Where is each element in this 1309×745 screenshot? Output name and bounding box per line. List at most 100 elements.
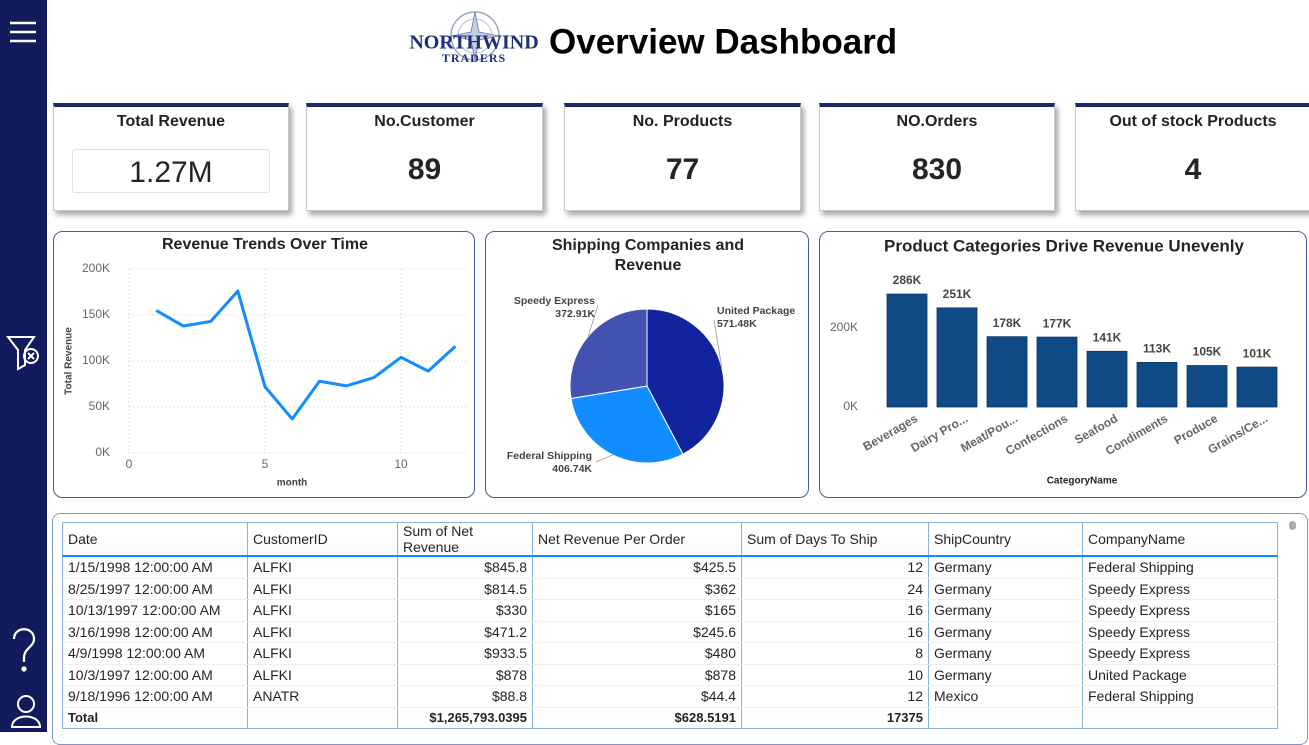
column-header: Date [62,522,248,557]
table-cell: 24 [741,578,929,600]
table-cell: 12 [741,556,929,579]
table-row: 9/18/1996 12:00:00 AM ANATR $88.8 $44.4 12 Me… [62,685,1278,708]
table-cell: 8 [741,642,929,665]
table-cell: Speedy Express [1082,599,1278,622]
table-total-row: Total $1,265,793.0395 $628.5191 17375 [62,706,1278,729]
table-cell: United Package [1082,664,1278,686]
line-chart-panel [53,231,475,498]
menu-icon[interactable] [10,21,36,43]
column-header: ShipCountry [928,522,1083,557]
total-cell: $1,265,793.0395 [397,706,533,729]
bar-value-label: 286K [893,273,922,287]
y-tick-label: 200K [830,320,858,334]
table-cell: ALFKI [247,642,398,665]
x-axis-title: CategoryName [1047,476,1118,487]
data-table: Date CustomerID Sum of Net Revenue Net Reve… [62,522,1278,729]
table-cell: $814.5 [397,578,533,600]
table-cell: 12 [741,685,929,708]
x-tick-label: 10 [394,457,408,471]
table-cell: ALFKI [247,578,398,600]
pie-label: Speedy Express [514,295,595,307]
total-cell: 17375 [741,706,929,729]
logo-name: NORTHWIND [409,32,538,54]
bar [1036,336,1078,408]
leader-line [713,319,723,368]
bar-value-label: 101K [1243,346,1272,360]
kpi-label: No. Products [632,113,733,130]
pie-label: United Package [717,305,795,317]
kpi-label: Total Revenue [116,113,226,130]
table-cell: ALFKI [247,621,398,643]
kpi-card: NO.Orders 830 [819,103,1055,211]
bar [886,293,928,408]
pie-value-label: 571.48K [717,318,757,330]
table-cell: Speedy Express [1082,621,1278,643]
table-cell: Speedy Express [1082,578,1278,600]
bar [936,307,978,408]
kpi-label: No.Customer [374,113,475,130]
kpi-card: No.Customer 89 [306,103,543,211]
y-tick-label: 0K [95,445,110,459]
table-cell: 4/9/1998 12:00:00 AM [62,642,248,665]
table-row: 4/9/1998 12:00:00 AM ALFKI $933.5 $480 8 Germ… [62,642,1278,665]
table-cell: 10 [741,664,929,686]
table-cell: 9/18/1996 12:00:00 AM [62,685,248,708]
table-cell: ANATR [247,685,398,708]
user-icon[interactable] [10,695,42,728]
logo: NORTHWIND TRADERS [409,11,539,65]
bar-value-label: 177K [1043,316,1072,330]
table-cell: Germany [928,642,1083,665]
help-icon[interactable] [12,628,36,672]
pie-value-label: 406.74K [552,463,592,475]
bar [986,336,1028,408]
table-cell: ALFKI [247,599,398,622]
scrollbar[interactable] [1289,521,1296,530]
total-cell: $628.5191 [532,706,742,729]
column-header: Sum of Net Revenue [397,522,533,557]
y-tick-label: 50K [89,399,110,413]
table-cell: $245.6 [532,621,742,643]
kpi-value: 77 [665,153,700,186]
bar [1136,361,1178,408]
table-cell: $480 [532,642,742,665]
table-cell: Germany [928,556,1083,579]
table-cell: $362 [532,578,742,600]
pie-label: Federal Shipping [507,450,592,462]
column-header: CompanyName [1082,522,1278,557]
table-cell: 16 [741,599,929,622]
pie-value-label: 372.91K [555,308,595,320]
total-cell [1082,706,1278,729]
bar-value-label: 141K [1093,330,1122,344]
kpi-card: Out of stock Products 4 [1075,103,1309,211]
column-header: CustomerID [247,522,398,557]
bar-value-label: 105K [1193,345,1222,359]
table-cell: 8/25/1997 12:00:00 AM [62,578,248,600]
bar [1086,350,1128,408]
bar [1186,365,1228,408]
kpi-value: 1.27M [72,149,270,193]
table-cell: Federal Shipping [1082,685,1278,708]
kpi-card: No. Products 77 [564,103,801,211]
y-axis-title: Total Revenue [64,327,75,395]
table-cell: Germany [928,621,1083,643]
pie-slice [569,308,648,400]
table-cell: $878 [532,664,742,686]
leader-line [587,304,599,337]
table-cell: Speedy Express [1082,642,1278,665]
table-cell: $845.8 [397,556,533,579]
table-cell: Mexico [928,685,1083,708]
kpi-label: NO.Orders [896,113,978,130]
table-cell: ALFKI [247,664,398,686]
y-tick-label: 200K [82,261,110,275]
table-cell: $88.8 [397,685,533,708]
table-row: 3/16/1998 12:00:00 AM ALFKI $471.2 $245.6 16… [62,621,1278,643]
table-cell: $330 [397,599,533,622]
bar-value-label: 178K [993,316,1022,330]
bar [1236,366,1278,408]
page-title: Overview Dashboard [549,22,897,61]
table-cell: ALFKI [247,556,398,579]
total-cell [247,706,398,729]
clear-filter-icon[interactable] [5,336,39,371]
kpi-card: Total Revenue 1.27M [53,103,289,211]
